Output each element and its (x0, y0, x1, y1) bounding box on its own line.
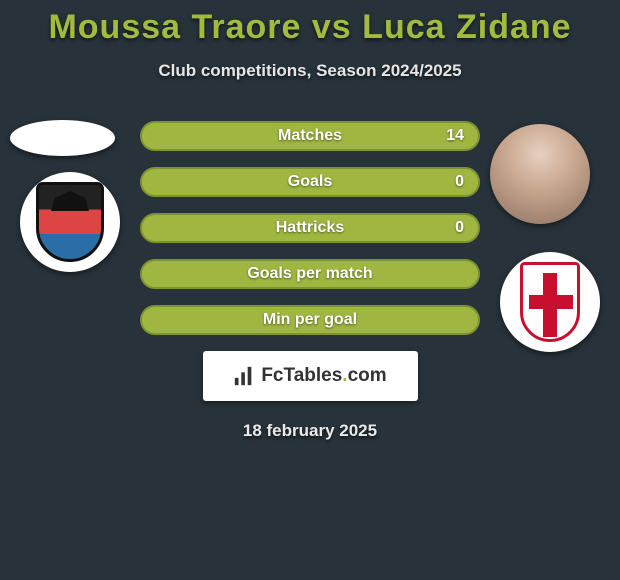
stat-right-value: 0 (455, 219, 464, 237)
stats-list: Matches 14 Goals 0 Hattricks 0 Goals per… (140, 121, 480, 335)
granada-crest-icon (520, 262, 580, 342)
stat-row-hattricks: Hattricks 0 (140, 213, 480, 243)
player2-name: Luca Zidane (362, 8, 571, 46)
chart-bar-icon (233, 365, 255, 387)
vs-label: vs (312, 8, 352, 46)
stat-right-value: 14 (446, 127, 464, 145)
mirandes-crest-icon (36, 182, 104, 262)
stat-right-value: 0 (455, 173, 464, 191)
player1-name: Moussa Traore (48, 8, 301, 46)
player2-avatar (490, 124, 590, 224)
stat-label: Hattricks (276, 219, 344, 237)
stat-label: Matches (278, 127, 342, 145)
stat-row-goals: Goals 0 (140, 167, 480, 197)
season-subtitle: Club competitions, Season 2024/2025 (0, 61, 620, 81)
snapshot-date: 18 february 2025 (0, 421, 620, 441)
fctables-logo: FcTables.com (203, 351, 418, 401)
player1-avatar (10, 120, 115, 156)
logo-text: FcTables.com (261, 365, 386, 387)
player2-club-crest (500, 252, 600, 352)
page-title: Moussa Traore vs Luca Zidane (0, 0, 620, 47)
stat-row-min-per-goal: Min per goal (140, 305, 480, 335)
stat-row-matches: Matches 14 (140, 121, 480, 151)
player1-club-crest (20, 172, 120, 272)
stat-label: Goals per match (247, 265, 372, 283)
stat-label: Min per goal (263, 311, 357, 329)
stat-label: Goals (288, 173, 332, 191)
stat-row-goals-per-match: Goals per match (140, 259, 480, 289)
